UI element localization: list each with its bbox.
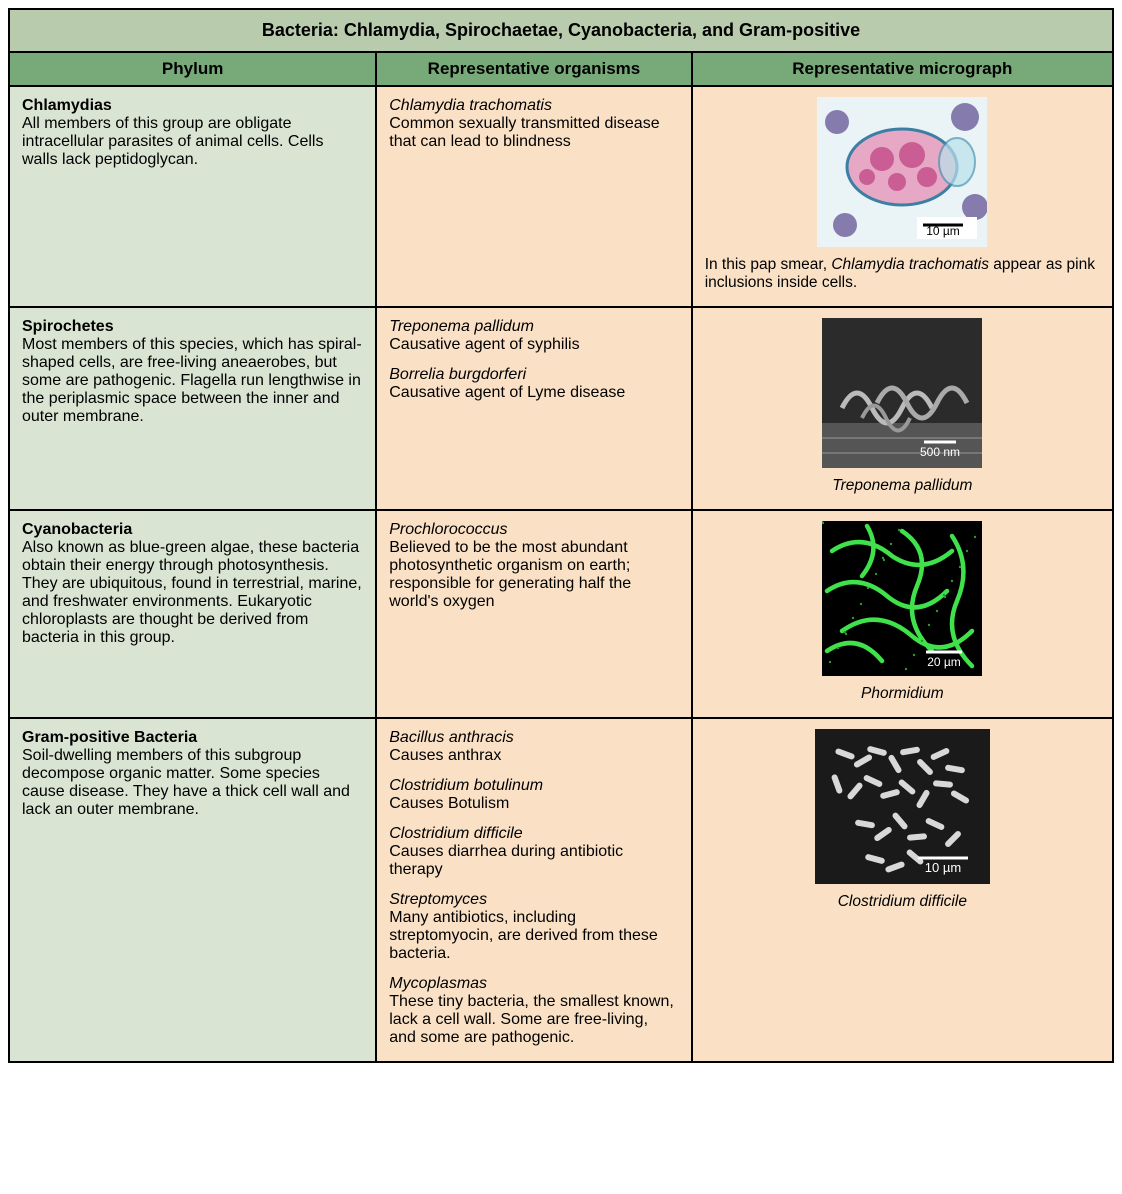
- phylum-cell: Gram-positive BacteriaSoil-dwelling memb…: [9, 718, 376, 1062]
- phylum-name: Spirochetes: [22, 318, 363, 336]
- svg-text:10 µm: 10 µm: [927, 224, 961, 238]
- organism-description: Many antibiotics, including streptomyoci…: [389, 909, 678, 963]
- organism-name: Mycoplasmas: [389, 975, 678, 993]
- svg-text:10 µm: 10 µm: [925, 860, 961, 875]
- micrograph-caption: Clostridium difficile: [705, 893, 1100, 911]
- organism-description: Causative agent of syphilis: [389, 336, 678, 354]
- organism-description: Causes Botulism: [389, 795, 678, 813]
- organism-description: Causes diarrhea during antibiotic therap…: [389, 843, 678, 879]
- micrograph-cell: 500 nm Treponema pallidum: [692, 307, 1113, 510]
- table-row: Gram-positive BacteriaSoil-dwelling memb…: [9, 718, 1113, 1062]
- table-row: SpirochetesMost members of this species,…: [9, 307, 1113, 510]
- organism-name: Chlamydia trachomatis: [389, 97, 678, 115]
- phylum-cell: CyanobacteriaAlso known as blue-green al…: [9, 510, 376, 718]
- svg-text:500 nm: 500 nm: [920, 445, 960, 459]
- organism-name: Borrelia burgdorferi: [389, 366, 678, 384]
- organism-description: These tiny bacteria, the smallest known,…: [389, 993, 678, 1047]
- organism-block: Bacillus anthracisCauses anthrax: [389, 729, 678, 765]
- phylum-name: Cyanobacteria: [22, 521, 363, 539]
- column-header: Representative micrograph: [692, 52, 1113, 86]
- organism-description: Common sexually transmitted disease that…: [389, 115, 678, 151]
- organism-block: Borrelia burgdorferiCausative agent of L…: [389, 366, 678, 402]
- organisms-cell: Treponema pallidumCausative agent of syp…: [376, 307, 691, 510]
- table-row: ChlamydiasAll members of this group are …: [9, 86, 1113, 307]
- organism-block: Treponema pallidumCausative agent of syp…: [389, 318, 678, 354]
- micrograph-cell: 10 µm In this pap smear, Chlamydia tracho…: [692, 86, 1113, 307]
- phylum-description: Also known as blue-green algae, these ba…: [22, 539, 363, 647]
- organism-block: Clostridium botulinumCauses Botulism: [389, 777, 678, 813]
- micrograph-image: 500 nm: [822, 318, 982, 468]
- micrograph-caption: Treponema pallidum: [705, 477, 1100, 495]
- organism-name: Clostridium difficile: [389, 825, 678, 843]
- phylum-name: Gram-positive Bacteria: [22, 729, 363, 747]
- organisms-cell: Bacillus anthracisCauses anthrax Clostrid…: [376, 718, 691, 1062]
- organism-block: Clostridium difficileCauses diarrhea dur…: [389, 825, 678, 879]
- organism-name: Bacillus anthracis: [389, 729, 678, 747]
- column-header: Representative organisms: [376, 52, 691, 86]
- micrograph-image: 20 µm: [822, 521, 982, 676]
- organism-block: MycoplasmasThese tiny bacteria, the smal…: [389, 975, 678, 1047]
- svg-text:20 µm: 20 µm: [928, 655, 962, 669]
- organism-description: Causes anthrax: [389, 747, 678, 765]
- table-row: CyanobacteriaAlso known as blue-green al…: [9, 510, 1113, 718]
- phylum-description: Soil-dwelling members of this subgroup d…: [22, 747, 363, 819]
- organism-name: Prochlorococcus: [389, 521, 678, 539]
- organism-description: Believed to be the most abundant photosy…: [389, 539, 678, 611]
- micrograph-caption: Phormidium: [705, 685, 1100, 703]
- micrograph-image: 10 µm: [817, 97, 987, 247]
- micrograph-cell: 10 µm Clostridium difficile: [692, 718, 1113, 1062]
- micrograph-caption: In this pap smear, Chlamydia trachomatis…: [705, 256, 1100, 292]
- column-header: Phylum: [9, 52, 376, 86]
- organism-name: Treponema pallidum: [389, 318, 678, 336]
- bacteria-table: Bacteria: Chlamydia, Spirochaetae, Cyano…: [8, 8, 1114, 1063]
- phylum-description: All members of this group are obligate i…: [22, 115, 363, 169]
- micrograph-image: 10 µm: [815, 729, 990, 884]
- organism-block: ProchlorococcusBelieved to be the most a…: [389, 521, 678, 611]
- micrograph-cell: 20 µm Phormidium: [692, 510, 1113, 718]
- organisms-cell: Chlamydia trachomatisCommon sexually tra…: [376, 86, 691, 307]
- table-title: Bacteria: Chlamydia, Spirochaetae, Cyano…: [9, 9, 1113, 52]
- organism-name: Clostridium botulinum: [389, 777, 678, 795]
- organism-name: Streptomyces: [389, 891, 678, 909]
- organism-description: Causative agent of Lyme disease: [389, 384, 678, 402]
- phylum-cell: SpirochetesMost members of this species,…: [9, 307, 376, 510]
- phylum-name: Chlamydias: [22, 97, 363, 115]
- phylum-description: Most members of this species, which has …: [22, 336, 363, 426]
- organism-block: Chlamydia trachomatisCommon sexually tra…: [389, 97, 678, 151]
- organisms-cell: ProchlorococcusBelieved to be the most a…: [376, 510, 691, 718]
- phylum-cell: ChlamydiasAll members of this group are …: [9, 86, 376, 307]
- organism-block: StreptomycesMany antibiotics, including …: [389, 891, 678, 963]
